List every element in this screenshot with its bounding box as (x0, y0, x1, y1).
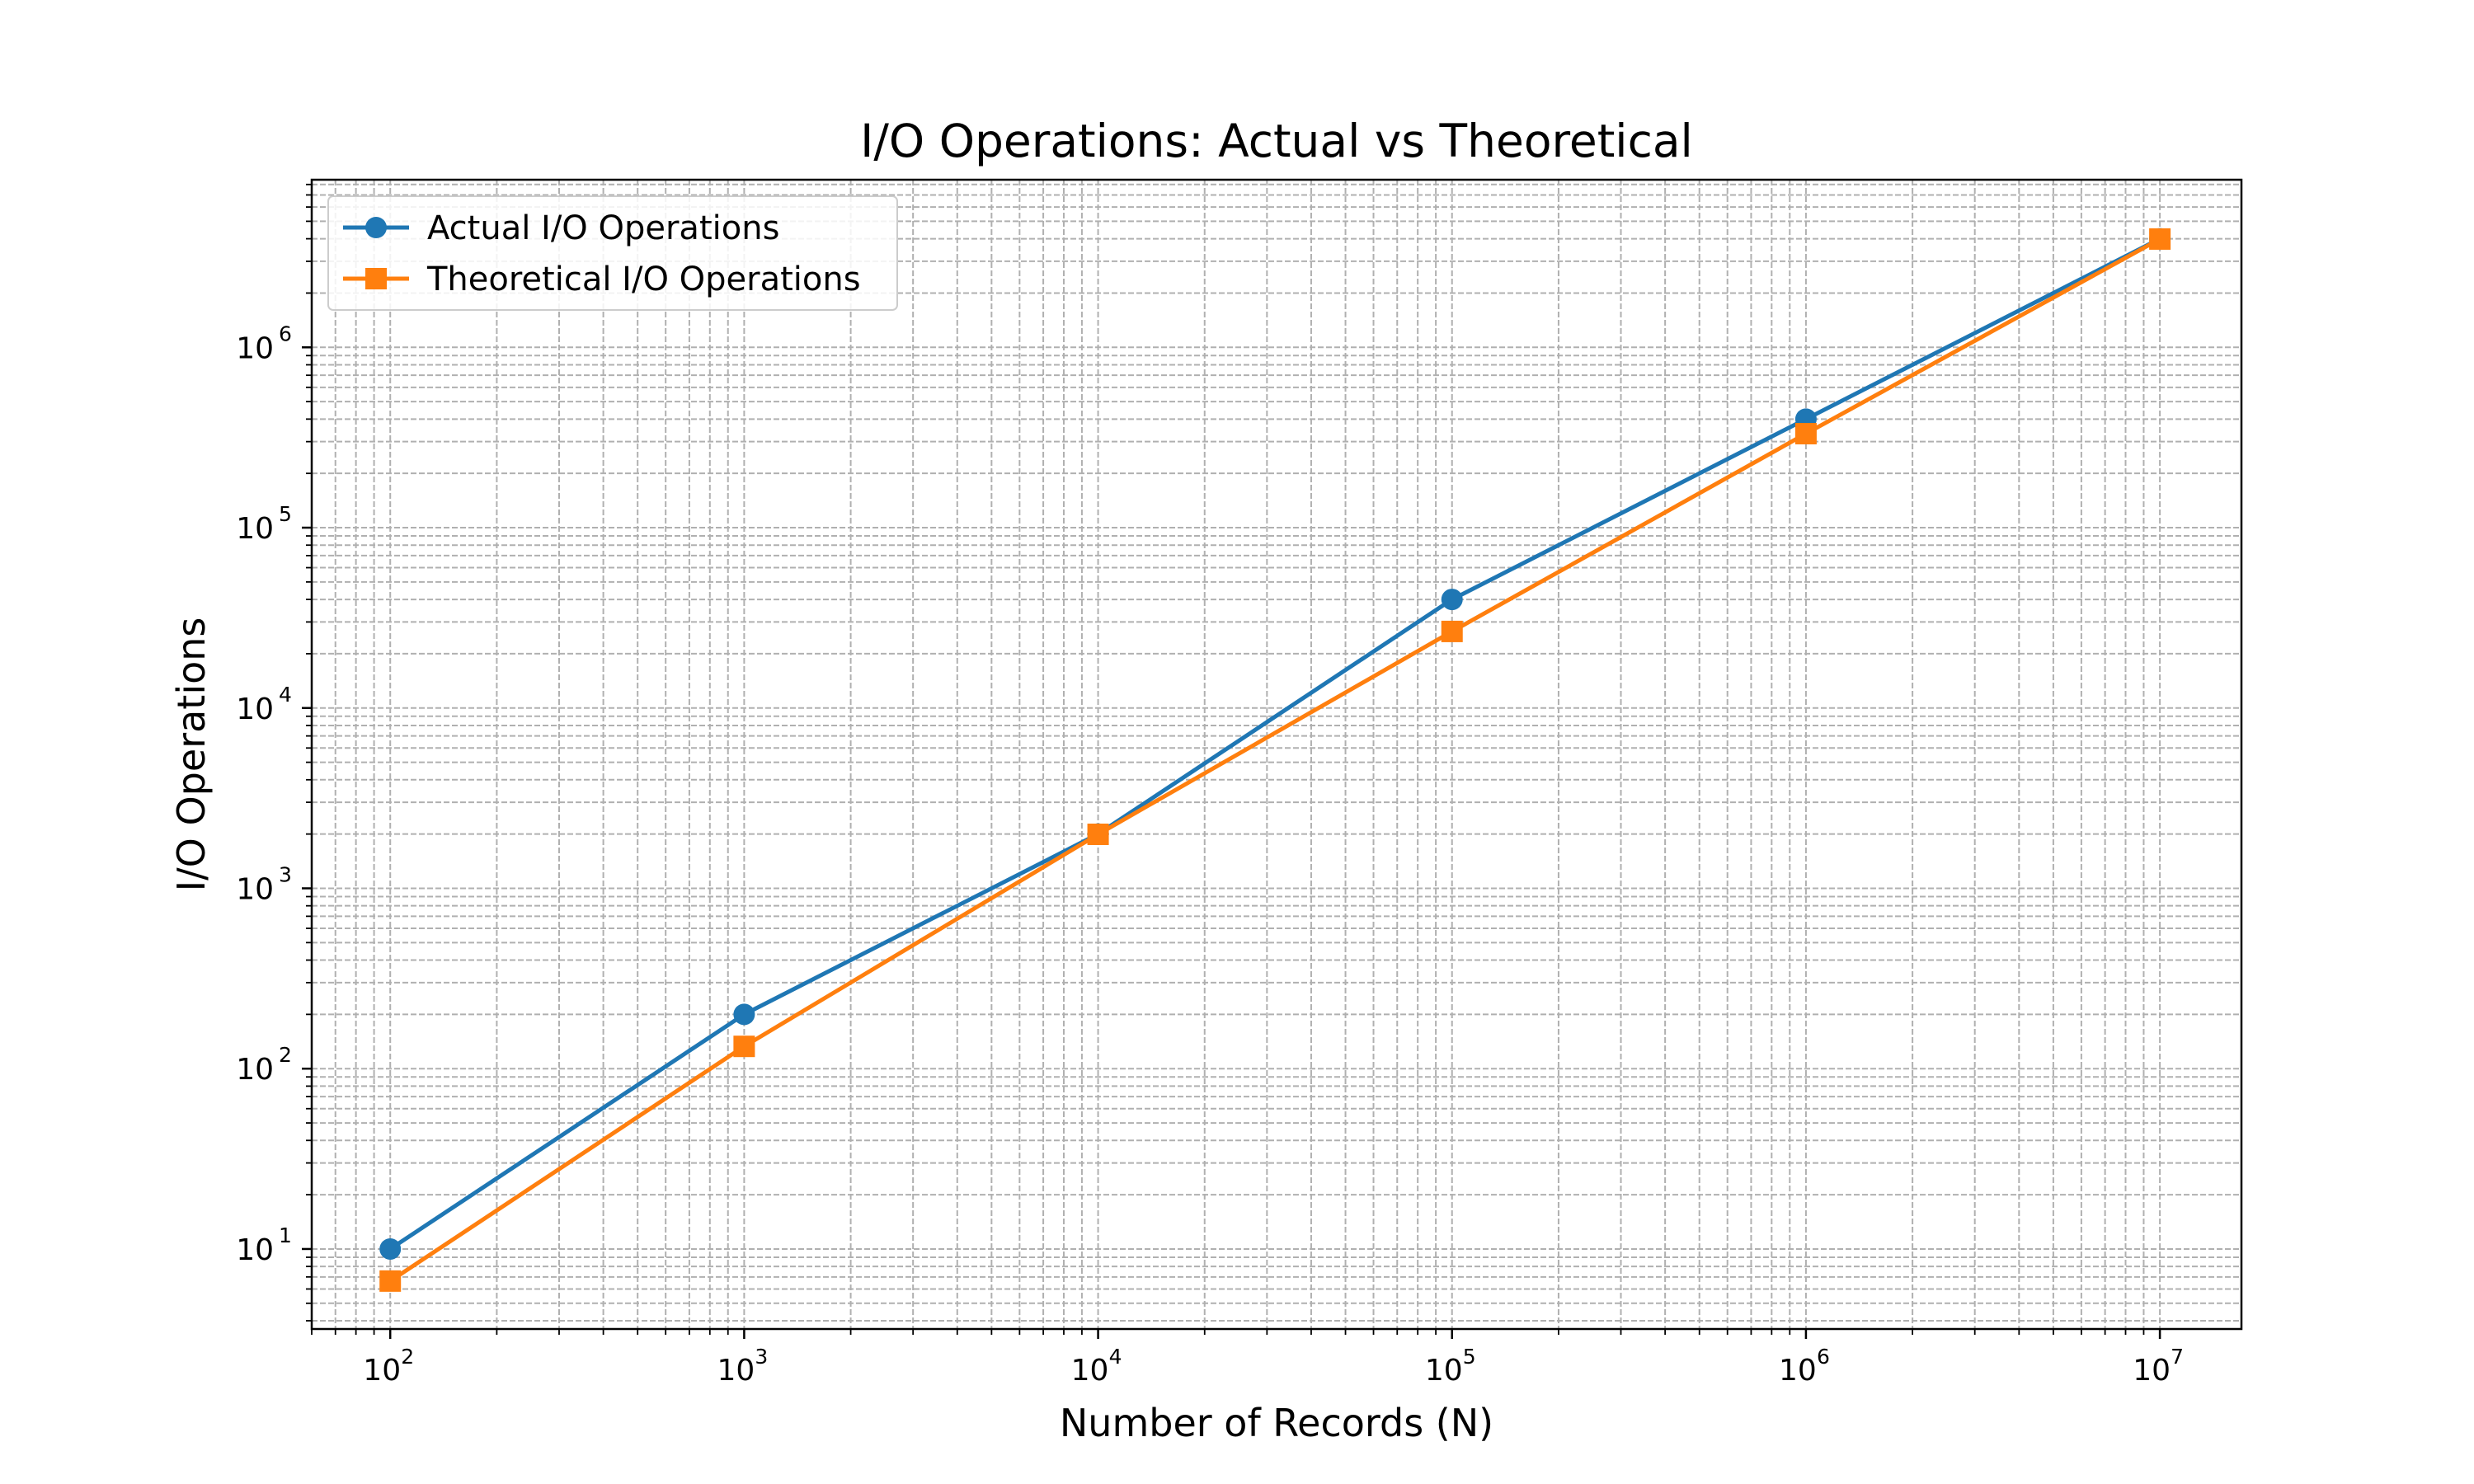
legend-marker-actual (365, 217, 387, 238)
y-tick-label-exponent: 4 (279, 683, 292, 707)
plot-series (379, 228, 2171, 1292)
axis-ticks: 10 2 10 3 10 4 10 5 10 6 10 710 110 210 310 410 510 6 (236, 183, 2184, 1388)
x-tick-label: 10 (1425, 1354, 1463, 1388)
data-point-theoretical (2149, 228, 2171, 250)
y-tick-label: 10 (236, 693, 274, 726)
legend-box (327, 195, 898, 311)
y-tick-label-exponent: 5 (279, 502, 292, 526)
x-tick-label: 10 (717, 1354, 755, 1388)
series-line-actual (388, 237, 2161, 1252)
y-tick-label: 10 (236, 1053, 274, 1087)
y-tick-label: 10 (236, 512, 274, 546)
y-tick-label-exponent: 3 (279, 862, 292, 886)
x-tick-label-exponent: 2 (401, 1345, 414, 1369)
data-point-theoretical (379, 1270, 402, 1292)
legend-label-actual: Actual I/O Operations (427, 209, 779, 247)
x-tick-label: 10 (363, 1354, 401, 1388)
y-tick-label-exponent: 6 (279, 322, 292, 345)
legend-label-theoretical: Theoretical I/O Operations (426, 261, 861, 298)
y-tick-label: 10 (236, 872, 274, 906)
x-tick-label-exponent: 4 (1109, 1345, 1122, 1369)
data-point-theoretical (733, 1036, 755, 1058)
x-tick-label-exponent: 5 (1463, 1345, 1476, 1369)
legend-marker-theoretical (365, 268, 387, 289)
x-tick-label: 10 (1779, 1354, 1817, 1388)
data-point-theoretical (1794, 422, 1817, 444)
y-axis-label: I/O Operations (169, 618, 214, 892)
series-line-theoretical (388, 237, 2161, 1283)
data-point-actual (733, 1003, 755, 1026)
y-tick-label: 10 (236, 331, 274, 365)
x-tick-label: 10 (2133, 1354, 2171, 1388)
y-tick-label: 10 (236, 1233, 274, 1267)
legend: Actual I/O Operations Theoretical I/O Ope… (327, 195, 898, 311)
data-point-theoretical (1087, 823, 1109, 845)
y-tick-label-exponent: 2 (279, 1043, 292, 1067)
plot-frame (310, 178, 2243, 1331)
data-point-actual (379, 1237, 402, 1260)
y-tick-label-exponent: 1 (279, 1223, 292, 1247)
x-tick-label-exponent: 3 (755, 1345, 768, 1369)
x-tick-label-exponent: 7 (2171, 1345, 2184, 1369)
data-point-actual (1441, 589, 1463, 611)
chart-title: I/O Operations: Actual vs Theoretical (860, 115, 1693, 167)
x-tick-label-exponent: 6 (1817, 1345, 1830, 1369)
data-point-theoretical (1441, 620, 1463, 642)
x-tick-label: 10 (1071, 1354, 1109, 1388)
x-axis-label: Number of Records (N) (1060, 1401, 1493, 1445)
